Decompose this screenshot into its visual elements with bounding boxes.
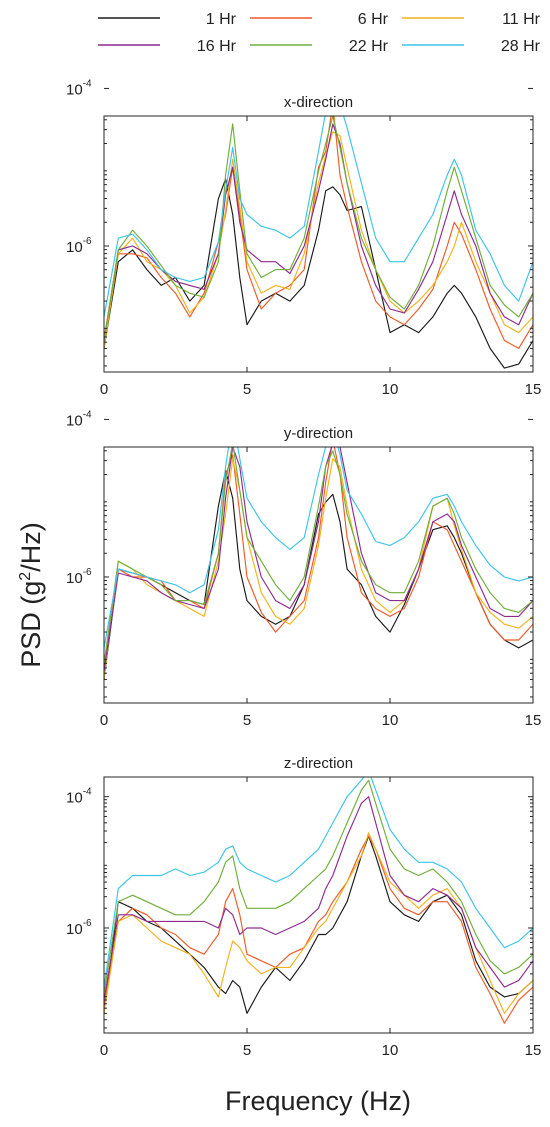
legend-entry: 6 Hr — [250, 11, 389, 28]
series-line — [104, 777, 533, 988]
legend-label: 28 Hr — [501, 38, 541, 55]
series-line — [104, 123, 533, 341]
plot-frame — [103, 115, 534, 373]
series-line — [104, 458, 533, 680]
x-tick-label: 10 — [382, 1042, 399, 1059]
x-tick-label: 5 — [243, 1042, 251, 1059]
legend-label: 16 Hr — [197, 38, 237, 55]
series-line — [104, 447, 533, 649]
x-tick-label: 0 — [100, 712, 108, 729]
legend-label: 11 Hr — [502, 11, 541, 28]
chart-panel: x-direction 0 5 10 15 10-6 10-4 — [66, 78, 541, 398]
legend-label: 6 Hr — [358, 11, 389, 28]
panel-title: z-direction — [284, 755, 353, 772]
x-tick-label: 10 — [382, 381, 399, 398]
series-line — [104, 796, 533, 1001]
legend-entry: 22 Hr — [250, 38, 389, 55]
x-tick-label: 5 — [243, 712, 251, 729]
series-group — [104, 447, 533, 680]
y-axis-label: PSD (g2/Hz) — [16, 522, 46, 667]
series-line — [104, 835, 533, 1024]
chart-panels: x-direction 0 5 10 15 10-6 10-4 y-direction 0 5 10… — [66, 78, 541, 1059]
legend-entry: 28 Hr — [402, 38, 541, 55]
panel-title: x-direction — [284, 94, 353, 111]
y-tick-label: 10-4 — [66, 78, 92, 98]
series-line — [104, 131, 533, 349]
panel-title: y-direction — [284, 425, 353, 442]
series-line — [104, 779, 533, 994]
chart-panel: y-direction 0 5 10 15 10-6 10-4 — [66, 409, 541, 729]
plot-frame — [103, 446, 534, 704]
legend-label: 22 Hr — [349, 38, 389, 55]
x-tick-label: 15 — [525, 712, 542, 729]
x-axis-label: Frequency (Hz) — [225, 1086, 411, 1116]
series-line — [104, 178, 533, 369]
y-tick-label: 10-4 — [66, 409, 92, 429]
legend: 1 Hr 6 Hr 11 Hr 16 Hr 22 Hr 28 Hr — [98, 11, 541, 55]
series-group — [104, 116, 533, 369]
chart-panel: z-direction 0 5 10 15 10-6 10-4 — [66, 755, 541, 1059]
x-tick-label: 15 — [525, 381, 542, 398]
series-line — [104, 835, 533, 1014]
y-tick-label: 10-6 — [66, 567, 92, 587]
legend-label: 1 Hr — [206, 11, 237, 28]
legend-entry: 16 Hr — [98, 38, 237, 55]
y-tick-label: 10-6 — [66, 236, 92, 256]
series-line — [104, 116, 533, 341]
y-tick-label: 10-6 — [66, 918, 92, 938]
y-tick-label: 10-4 — [66, 787, 92, 807]
legend-entry: 1 Hr — [98, 11, 237, 28]
series-line — [104, 447, 533, 672]
series-group — [104, 777, 533, 1024]
series-line — [104, 116, 533, 349]
x-tick-label: 15 — [525, 1042, 542, 1059]
x-tick-label: 0 — [100, 1042, 108, 1059]
legend-entry: 11 Hr — [402, 11, 541, 28]
x-tick-label: 10 — [382, 712, 399, 729]
x-tick-label: 0 — [100, 381, 108, 398]
series-line — [104, 447, 533, 664]
series-line — [104, 116, 533, 318]
series-line — [104, 470, 533, 680]
x-tick-label: 5 — [243, 381, 251, 398]
series-line — [104, 832, 533, 1014]
plot-frame — [103, 776, 534, 1034]
